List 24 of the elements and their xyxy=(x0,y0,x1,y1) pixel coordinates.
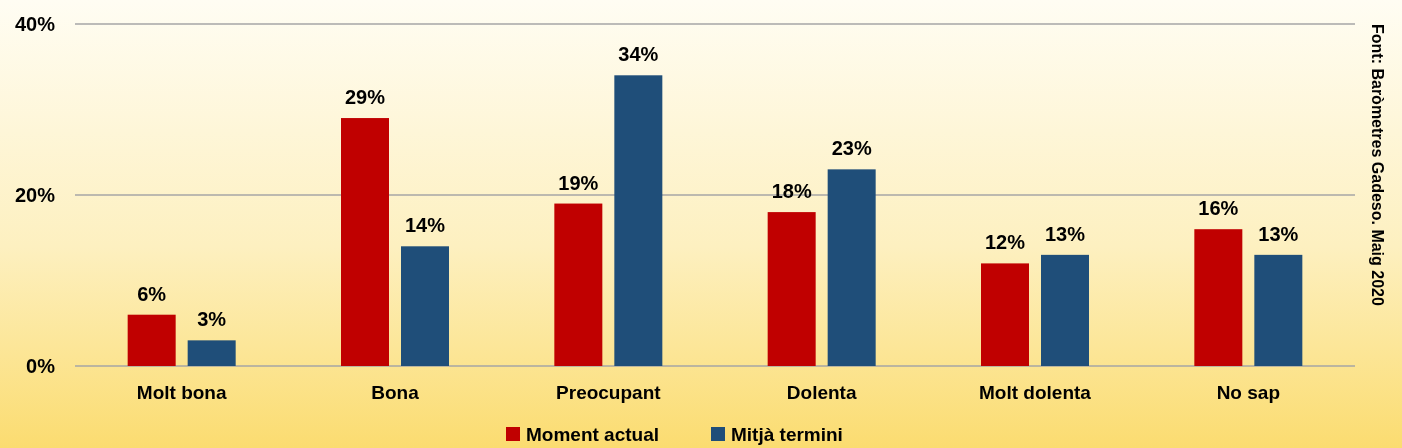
y-tick-label: 20% xyxy=(14,184,56,206)
data-label: 18% xyxy=(771,180,812,203)
data-label: 13% xyxy=(1044,222,1086,245)
data-label: 29% xyxy=(344,86,386,109)
x-tick-label: Dolenta xyxy=(786,382,857,403)
data-label: 13% xyxy=(1258,222,1299,245)
x-tick-label: Molt dolenta xyxy=(979,382,1092,403)
data-label: 19% xyxy=(558,171,599,194)
data-label: 34% xyxy=(618,43,659,66)
x-tick-label: Preocupant xyxy=(556,382,662,403)
text: Font: Baròmetres Gadeso. Maig 2020 xyxy=(1369,24,1386,306)
legend-label: Mitjà termini xyxy=(731,424,843,445)
data-label: 12% xyxy=(984,231,1026,254)
x-tick-label: Molt bona xyxy=(136,382,227,403)
data-label: 14% xyxy=(404,214,446,237)
y-tick-label: 0% xyxy=(26,355,56,377)
legend-label: Moment actual xyxy=(526,424,660,445)
x-tick-label: No sap xyxy=(1216,382,1281,403)
data-label: 23% xyxy=(831,137,872,160)
data-label: 6% xyxy=(137,282,167,305)
data-label: 16% xyxy=(1198,197,1239,220)
x-tick-label: Bona xyxy=(371,382,420,403)
y-tick-label: 40% xyxy=(14,13,56,35)
data-label: 3% xyxy=(197,308,227,331)
